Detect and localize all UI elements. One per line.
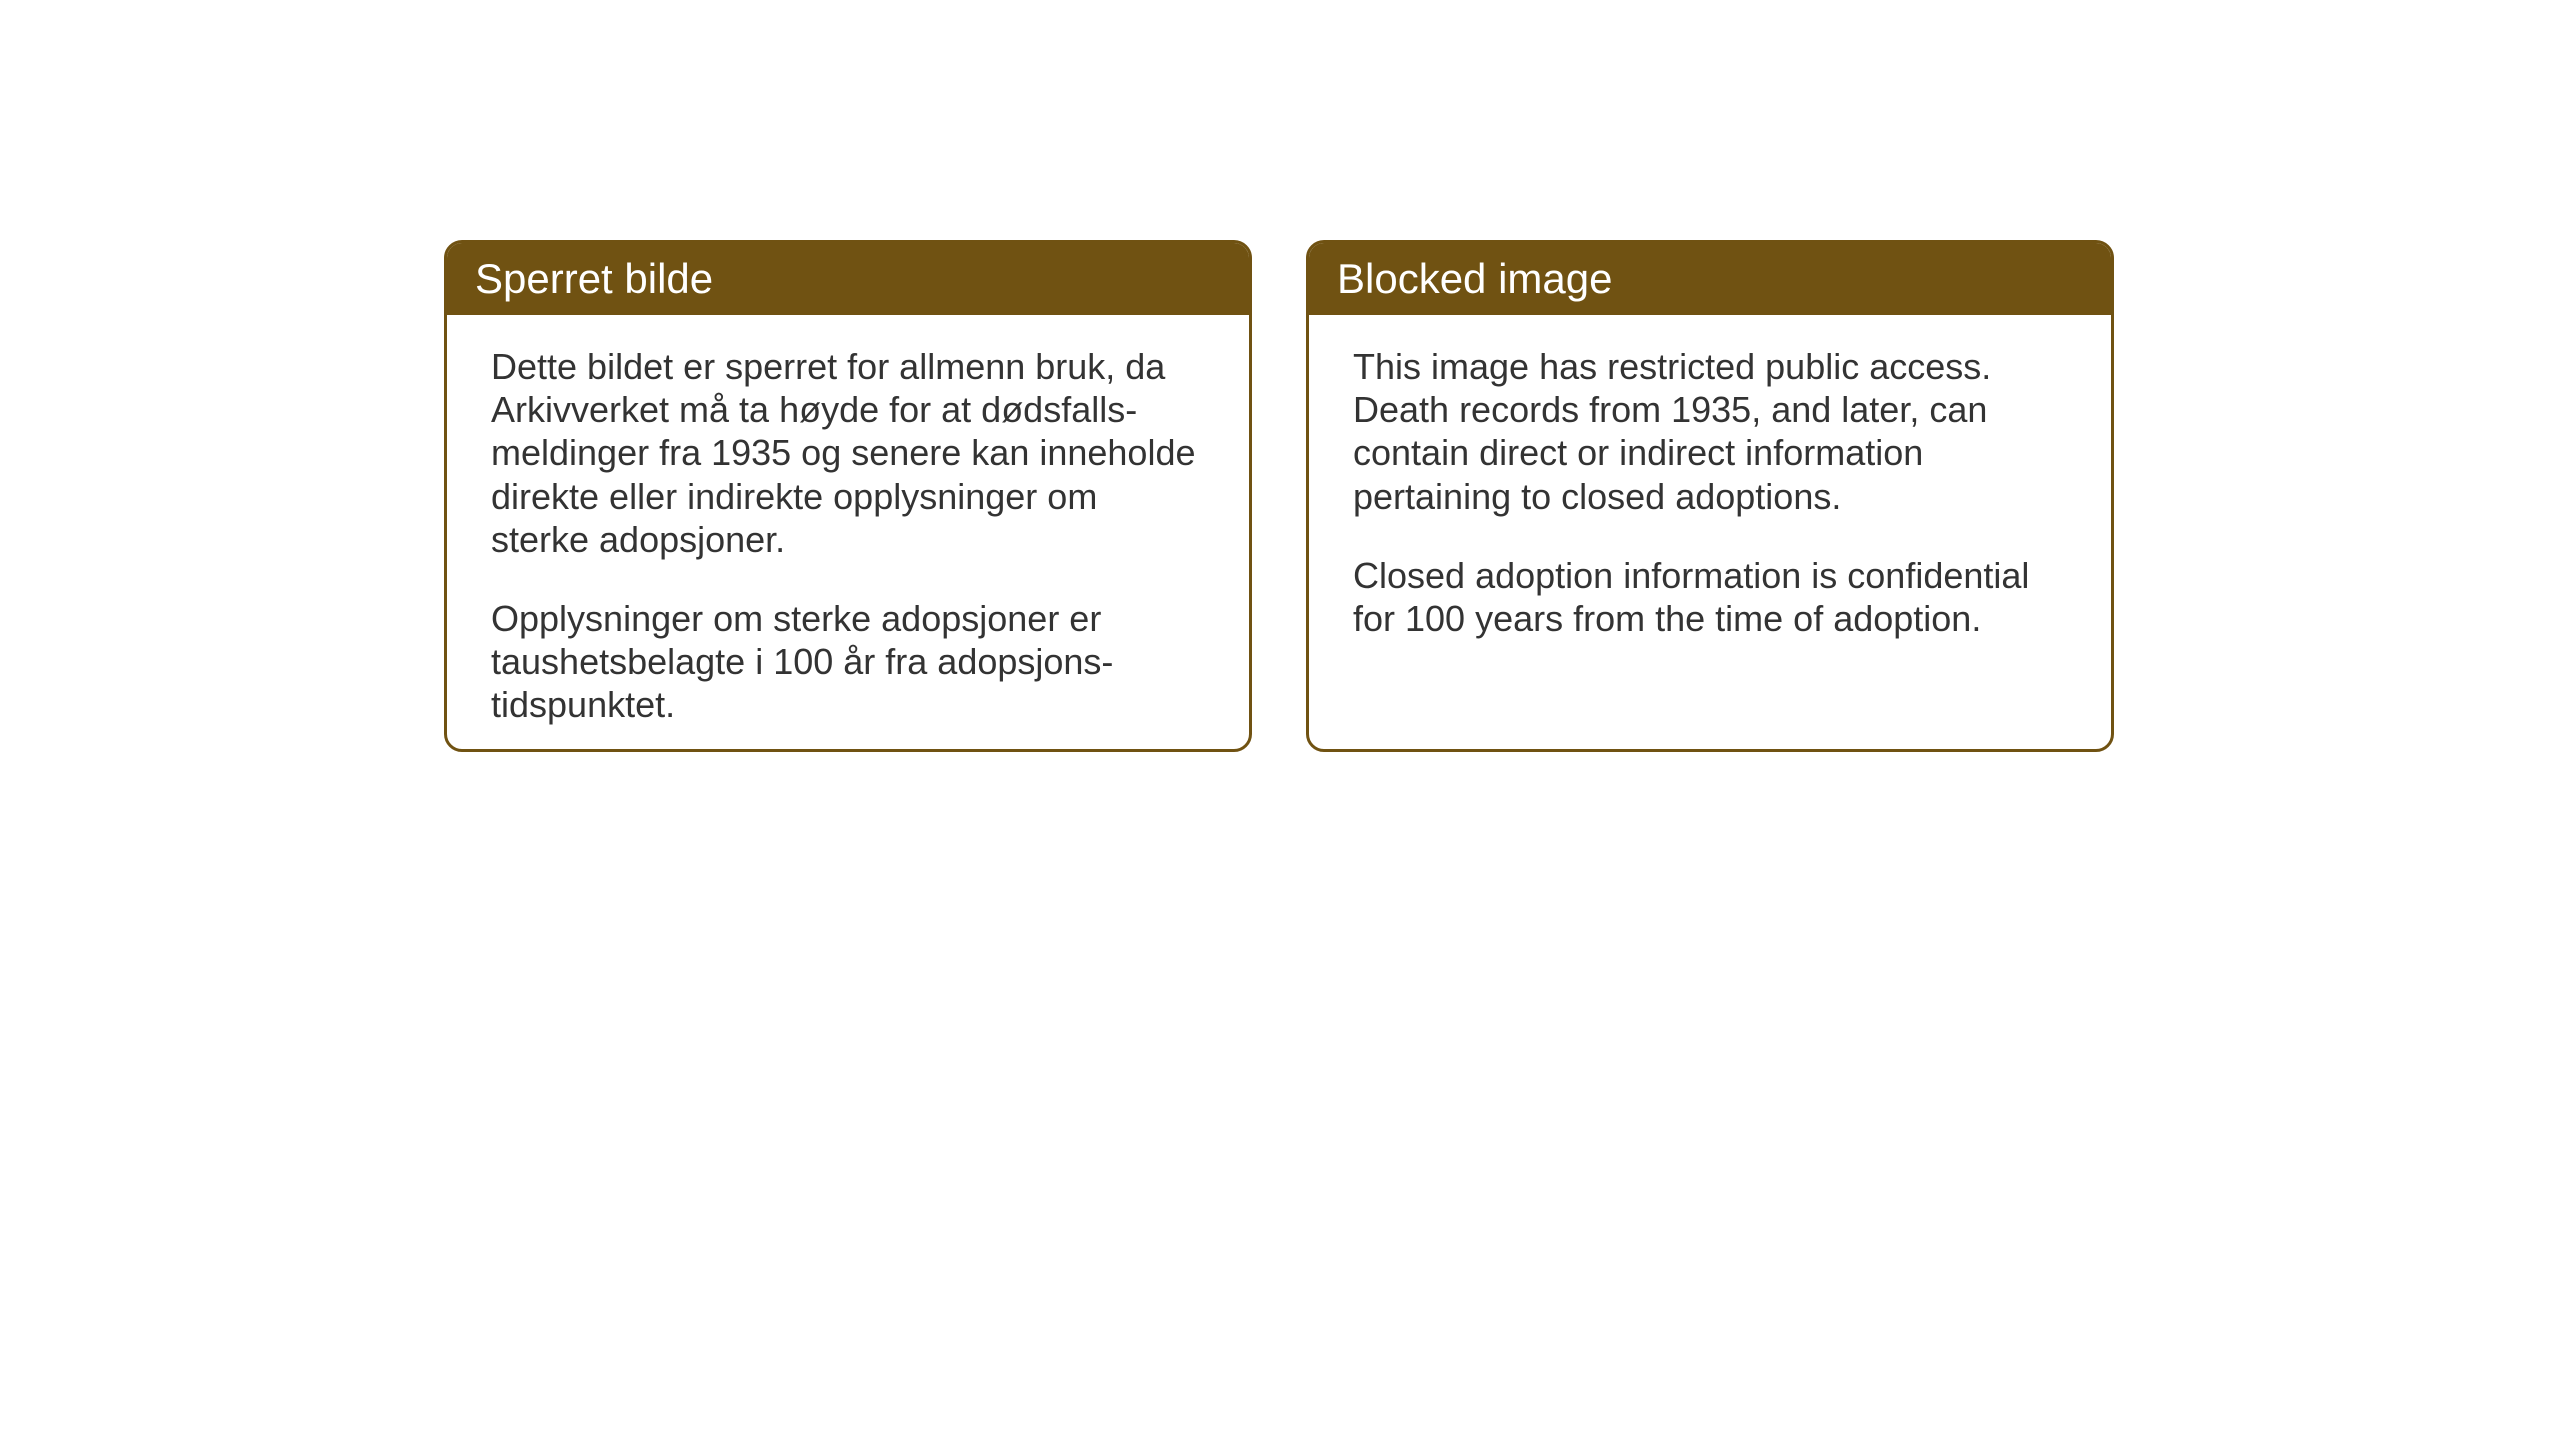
norwegian-header-text: Sperret bilde <box>475 255 713 302</box>
norwegian-paragraph-2: Opplysninger om sterke adopsjoner er tau… <box>491 597 1205 727</box>
norwegian-card-body: Dette bildet er sperret for allmenn bruk… <box>447 315 1249 752</box>
english-card-body: This image has restricted public access.… <box>1309 315 2111 670</box>
cards-container: Sperret bilde Dette bildet er sperret fo… <box>0 0 2560 752</box>
norwegian-card-header: Sperret bilde <box>447 243 1249 315</box>
english-header-text: Blocked image <box>1337 255 1612 302</box>
english-card: Blocked image This image has restricted … <box>1306 240 2114 752</box>
english-paragraph-2: Closed adoption information is confident… <box>1353 554 2067 640</box>
english-card-header: Blocked image <box>1309 243 2111 315</box>
norwegian-card: Sperret bilde Dette bildet er sperret fo… <box>444 240 1252 752</box>
norwegian-paragraph-1: Dette bildet er sperret for allmenn bruk… <box>491 345 1205 561</box>
english-paragraph-1: This image has restricted public access.… <box>1353 345 2067 518</box>
